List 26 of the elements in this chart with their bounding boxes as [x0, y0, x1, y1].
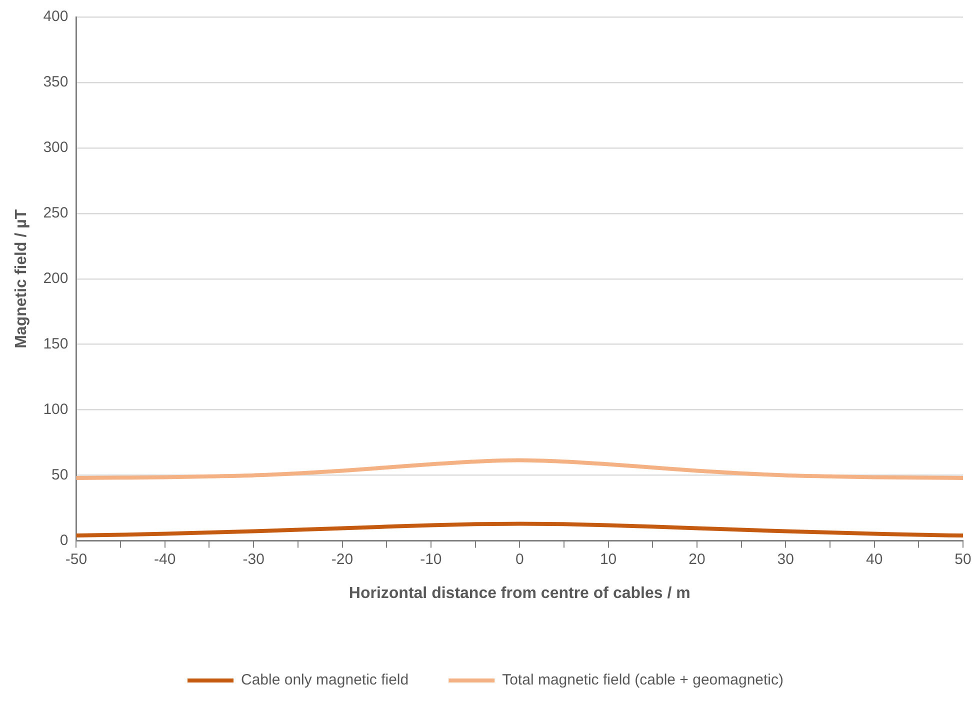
- x-tick-label: 10: [600, 550, 617, 568]
- x-tick-label: 50: [954, 550, 972, 568]
- y-tick-label: 100: [43, 400, 68, 418]
- y-tick-label: 200: [43, 270, 68, 288]
- x-tick-label: 40: [866, 550, 883, 568]
- x-tick-label: 0: [515, 550, 524, 568]
- y-tick-label: 300: [43, 139, 68, 156]
- x-tick-label: -50: [65, 550, 88, 568]
- y-tick-label: 250: [43, 204, 68, 222]
- x-tick-label: 20: [688, 550, 706, 568]
- y-axis-title: Magnetic field / µT: [13, 209, 30, 348]
- x-tick-label: -30: [242, 550, 264, 568]
- x-tick-label: -10: [420, 550, 442, 568]
- line-series: [76, 458, 963, 480]
- legend-label: Total magnetic field (cable + geomagnetic): [502, 672, 784, 689]
- x-tick-label: -40: [154, 550, 176, 568]
- y-tick-label: 350: [43, 74, 68, 91]
- x-axis-title: Horizontal distance from centre of cables / m: [348, 584, 690, 602]
- y-tick-label: 150: [43, 336, 68, 353]
- x-tick-label: -20: [331, 550, 354, 568]
- line-series: [76, 522, 963, 538]
- x-tick-label: 30: [777, 550, 794, 568]
- y-tick-label: 50: [52, 466, 68, 484]
- y-tick-label: 400: [43, 8, 68, 26]
- y-tick-label: 0: [60, 532, 68, 549]
- legend-label: Cable only magnetic field: [241, 672, 409, 689]
